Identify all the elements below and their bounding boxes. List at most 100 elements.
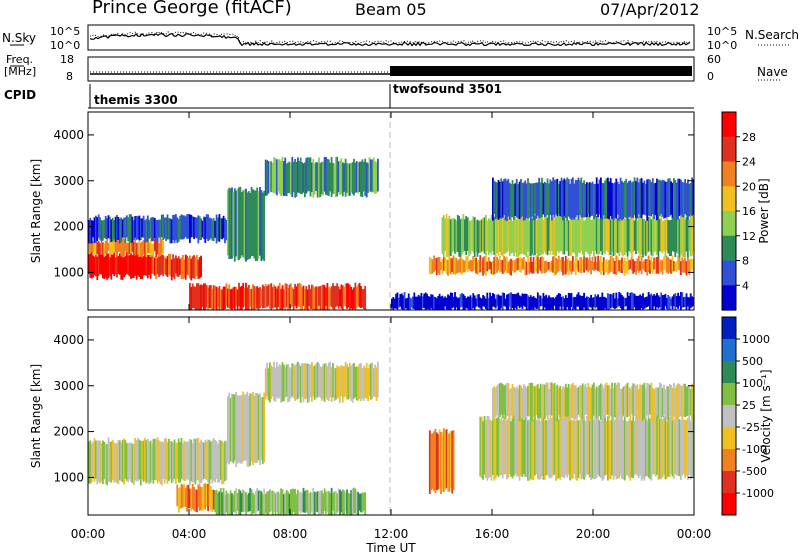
power-cell [125, 215, 128, 238]
power-colorbar-tick-label: 16 [742, 205, 756, 218]
power-cell [511, 293, 514, 309]
velocity-cell [374, 364, 376, 398]
power-cell [263, 286, 266, 308]
nave-tick-top: 60 [707, 53, 721, 66]
power-cell [607, 293, 609, 310]
power-cell [579, 219, 581, 254]
power-cell [478, 294, 480, 308]
velocity-cell [529, 415, 532, 480]
velocity-cell [274, 367, 277, 402]
power-cell [200, 255, 202, 277]
power-cell [609, 178, 612, 216]
velocity-cell [102, 440, 104, 484]
x-tick-label: 12:00 [374, 527, 409, 541]
power-cell [520, 257, 522, 273]
velocity-cell [688, 415, 691, 475]
power-cell [96, 241, 99, 255]
velocity-cell [315, 363, 318, 399]
power-cell [162, 240, 165, 255]
velocity-cell [309, 492, 312, 514]
power-cell [99, 254, 101, 274]
power-cell [640, 178, 643, 219]
velocity-cell [347, 492, 350, 514]
power-cell [642, 218, 644, 258]
velocity-cell [233, 490, 236, 513]
velocity-cell [605, 382, 608, 415]
power-cell [270, 283, 273, 310]
power-cell [246, 287, 249, 310]
power-cell [499, 295, 501, 310]
velocity-cell [643, 382, 646, 419]
velocity-cell [355, 491, 358, 515]
power-cell [654, 257, 657, 275]
velocity-cell [583, 417, 585, 480]
velocity-cell [235, 488, 238, 515]
power-cell [556, 178, 559, 217]
power-cell [132, 241, 135, 256]
power-cell [142, 215, 145, 238]
velocity-cell [604, 384, 606, 418]
power-cell [494, 181, 497, 220]
velocity-cell [553, 383, 556, 421]
power-cell [367, 163, 369, 193]
power-cell [200, 284, 202, 310]
power-cell [144, 251, 146, 275]
power-cell [583, 180, 585, 218]
power-cell [449, 292, 452, 310]
velocity-cell [148, 441, 151, 485]
power-cell [121, 219, 124, 238]
power-cell [89, 240, 92, 253]
velocity-cell [329, 493, 332, 515]
velocity-cell [180, 437, 183, 480]
velocity-cell [501, 420, 504, 479]
velocity-colorbar-tick-label: -500 [742, 465, 767, 478]
power-cell [586, 296, 588, 310]
power-cell [102, 220, 104, 241]
power-cell [522, 220, 525, 255]
power-cell [563, 178, 566, 216]
power-cell [141, 241, 144, 258]
power-ytick-label: 1000 [53, 265, 84, 279]
power-cell [218, 214, 221, 242]
power-cell [100, 238, 103, 255]
velocity-cell [609, 420, 612, 480]
velocity-cell [646, 383, 649, 416]
power-cell [601, 182, 604, 220]
power-cell [461, 258, 463, 275]
power-cell [99, 217, 101, 240]
power-cell [623, 180, 626, 218]
power-cell [615, 292, 618, 309]
power-cell [552, 177, 555, 215]
velocity-cell [637, 415, 640, 479]
power-cell [534, 297, 536, 308]
power-cell [329, 162, 332, 192]
power-cell [595, 177, 598, 215]
velocity-cell [504, 384, 507, 419]
velocity-colorbar-swatch [722, 317, 736, 340]
power-cell [448, 255, 451, 273]
velocity-cell [177, 438, 180, 483]
power-cell [156, 237, 159, 255]
power-cell [187, 257, 190, 276]
power-cell [612, 183, 615, 221]
power-cell [628, 181, 630, 218]
velocity-cell [548, 388, 550, 416]
velocity-cell [207, 439, 209, 483]
velocity-cell [263, 392, 266, 463]
power-cell [116, 240, 118, 257]
velocity-cell [325, 491, 327, 514]
x-tick-label: 00:00 [71, 527, 106, 541]
velocity-cell [564, 383, 567, 416]
power-cell [264, 159, 267, 196]
power-cell [507, 261, 510, 273]
velocity-cell [221, 492, 224, 515]
power-cell [584, 219, 587, 252]
x-tick-label: 04:00 [172, 527, 207, 541]
velocity-cell [190, 439, 193, 482]
power-cell [636, 177, 639, 219]
power-cell [557, 293, 560, 310]
power-cell [563, 261, 566, 275]
velocity-cell [311, 361, 313, 402]
velocity-cell [226, 396, 229, 464]
power-cell [302, 285, 305, 306]
